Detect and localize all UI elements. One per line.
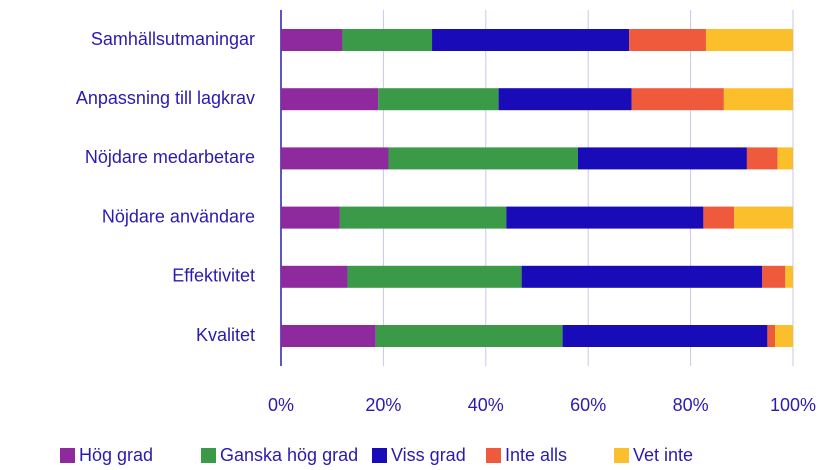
bar-segment <box>629 29 706 51</box>
bar-segment <box>734 206 793 229</box>
x-tick-label: 100% <box>770 395 816 415</box>
legend-swatch <box>201 448 216 463</box>
legend-label: Inte alls <box>505 445 567 465</box>
bar-segment <box>705 29 793 51</box>
y-tick-label: Nöjdare medarbetare <box>85 147 255 167</box>
bar-segment <box>777 147 793 170</box>
bar-segment <box>432 29 630 51</box>
legend-label: Vet inte <box>633 445 693 465</box>
legend-swatch <box>60 448 75 463</box>
bar-segment <box>281 147 389 170</box>
bar-segment <box>562 325 768 347</box>
bar-segment <box>775 325 793 347</box>
bar-segment <box>506 206 704 229</box>
legend-swatch <box>614 448 629 463</box>
legend-swatch <box>486 448 501 463</box>
bar-segment <box>521 265 763 288</box>
bar-segment <box>498 88 632 111</box>
legend-label: Viss grad <box>391 445 466 465</box>
x-tick-label: 80% <box>673 395 709 415</box>
bar-segment <box>281 88 379 111</box>
bar-segment <box>785 265 793 288</box>
bar-segment <box>723 88 793 111</box>
y-tick-label: Anpassning till lagkrav <box>76 88 255 108</box>
x-tick-label: 60% <box>570 395 606 415</box>
bar-segment <box>762 265 786 288</box>
bar-segment <box>281 206 340 229</box>
bar-segment <box>281 265 348 288</box>
bar-segment <box>347 265 522 288</box>
bar-segment <box>703 206 735 229</box>
x-tick-label: 20% <box>365 395 401 415</box>
bar-segment <box>767 325 776 347</box>
y-tick-label: Kvalitet <box>196 325 255 345</box>
bar-segment <box>281 29 343 51</box>
legend-label: Ganska hög grad <box>220 445 358 465</box>
bar-segment <box>631 88 724 111</box>
y-tick-label: Effektivitet <box>172 266 255 286</box>
bar-segment <box>388 147 578 170</box>
legend-label: Hög grad <box>79 445 153 465</box>
bar-segment <box>342 29 433 51</box>
bar-segment <box>339 206 507 229</box>
bar-segment <box>281 325 376 347</box>
bar-segment <box>378 88 499 111</box>
y-tick-label: Nöjdare användare <box>102 206 255 226</box>
bar-segment <box>375 325 563 347</box>
x-tick-label: 0% <box>268 395 294 415</box>
x-tick-label: 40% <box>468 395 504 415</box>
legend-swatch <box>372 448 387 463</box>
bar-segment <box>577 147 747 170</box>
bar-segment <box>746 147 778 170</box>
y-tick-label: Samhällsutmaningar <box>91 29 255 49</box>
